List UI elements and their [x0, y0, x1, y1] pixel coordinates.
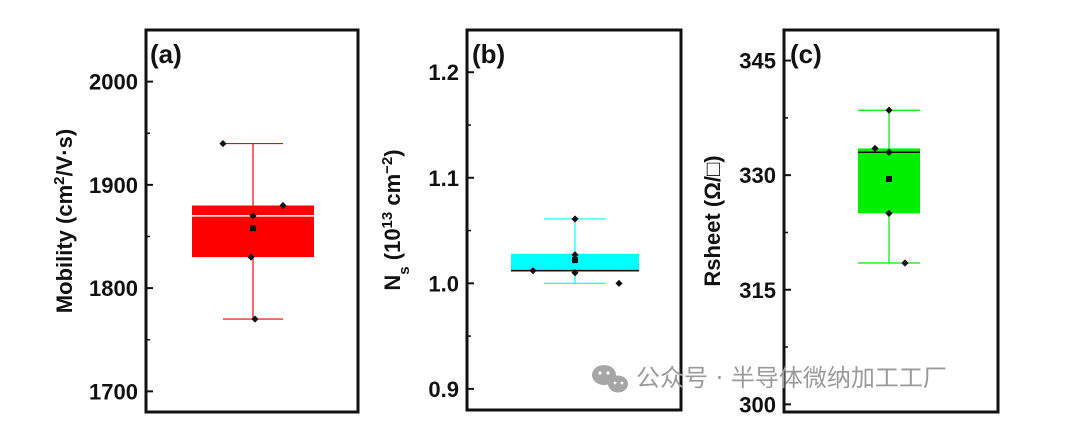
- panel-c-ylabel: Rsheet (Ω/□): [700, 155, 725, 286]
- data-point: [571, 215, 579, 223]
- y-tick-label: 0.9: [428, 377, 459, 402]
- y-tick-label: 1900: [89, 173, 138, 198]
- data-point: [571, 251, 579, 259]
- data-point: [279, 201, 287, 210]
- panel-a-label: (a): [150, 39, 182, 69]
- panel-c-frame: [782, 28, 1000, 414]
- panel-a-frame: [144, 28, 360, 414]
- y-tick-label: 315: [739, 278, 776, 303]
- panel-c-y-axis: 300 315 330 345: [739, 49, 791, 417]
- panel-c: (c) Rsheet (Ω/□) 300 315 330 345: [700, 28, 1000, 417]
- panel-a-y-axis: 1700 1800 1900 2000: [89, 70, 153, 404]
- y-tick-label: 1800: [89, 276, 138, 301]
- y-tick-label: 1700: [89, 379, 138, 404]
- data-point: [615, 279, 623, 287]
- panel-b-label: (b): [472, 39, 505, 69]
- data-point: [529, 267, 537, 275]
- mean-marker: [886, 175, 892, 182]
- panel-b: (b) Ns (1013 cm−2) 0.9 1.0 1.1 1.2: [379, 28, 683, 412]
- panel-b-ylabel: Ns (1013 cm−2): [379, 149, 413, 290]
- data-point: [219, 139, 227, 148]
- data-point: [251, 315, 259, 323]
- panel-a: (a) Mobility (cm2/V·s) 1700 1800 1900 2000: [51, 28, 360, 414]
- mean-marker: [572, 257, 578, 264]
- data-point: [901, 259, 909, 267]
- y-tick-label: 2000: [89, 70, 138, 95]
- data-point: [247, 253, 255, 261]
- panel-c-boxplot: [858, 106, 920, 267]
- y-tick-label: 300: [739, 392, 776, 417]
- panel-b-y-axis: 0.9 1.0 1.1 1.2: [428, 60, 474, 402]
- y-tick-label: 1.2: [428, 60, 459, 85]
- panel-c-label: (c): [790, 39, 822, 69]
- data-point: [249, 212, 257, 220]
- y-tick-label: 1.1: [428, 166, 459, 191]
- wechat-icon: [592, 365, 628, 393]
- panel-b-boxplot: [511, 215, 639, 287]
- watermark-text: 公众号 · 半导体微纳加工工厂: [636, 364, 947, 392]
- data-point: [871, 144, 879, 153]
- data-point: [885, 106, 893, 114]
- data-point: [571, 269, 579, 277]
- y-tick-label: 1.0: [428, 271, 459, 296]
- mean-marker: [250, 225, 256, 232]
- y-tick-label: 330: [739, 163, 776, 188]
- watermark: 公众号 · 半导体微纳加工工厂: [592, 364, 947, 393]
- panel-a-boxplot: [192, 139, 314, 323]
- data-point: [885, 209, 893, 217]
- data-point: [885, 148, 893, 156]
- y-tick-label: 345: [739, 49, 776, 74]
- panel-b-frame: [465, 28, 683, 412]
- panel-a-ylabel: Mobility (cm2/V·s): [51, 129, 78, 313]
